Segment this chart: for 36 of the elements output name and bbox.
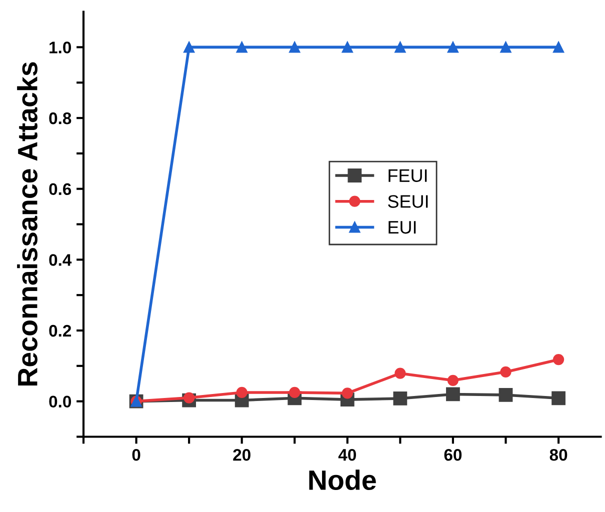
y-tick-label: 0.6 [49,183,72,196]
point [236,386,248,398]
legend-label: FEUI [388,169,427,182]
legend-label: EUI [388,221,416,234]
y-tick-label: 0.4 [49,254,72,266]
x-tick-label: 80 [550,448,568,461]
point [393,392,408,406]
point [552,42,564,53]
y-tick-label: 0.2 [49,324,72,337]
x-axis-title: Node [309,470,376,490]
point [184,392,195,404]
y-tick-label: 1.0 [50,42,72,54]
point [447,42,459,53]
y-axis-title: Reconnaissance Attacks [17,62,38,386]
point [289,42,300,53]
point [236,42,248,53]
point [342,42,353,53]
point [394,42,406,53]
point [342,388,353,399]
y-tick-label: 0.8 [49,112,72,124]
point [498,388,513,402]
x-tick-label: 20 [233,448,250,461]
point [552,391,566,406]
x-tick-label: 40 [338,448,356,461]
legend-label: SEUI [388,195,428,208]
point [552,354,564,366]
point [447,374,459,386]
point [394,368,406,379]
point [500,366,512,378]
y-tick-label: 0.0 [49,396,72,408]
x-tick-label: 0 [132,448,140,461]
x-tick-label: 60 [444,448,462,461]
point [184,42,195,53]
point [446,387,460,402]
point [289,386,300,398]
point [500,42,512,53]
